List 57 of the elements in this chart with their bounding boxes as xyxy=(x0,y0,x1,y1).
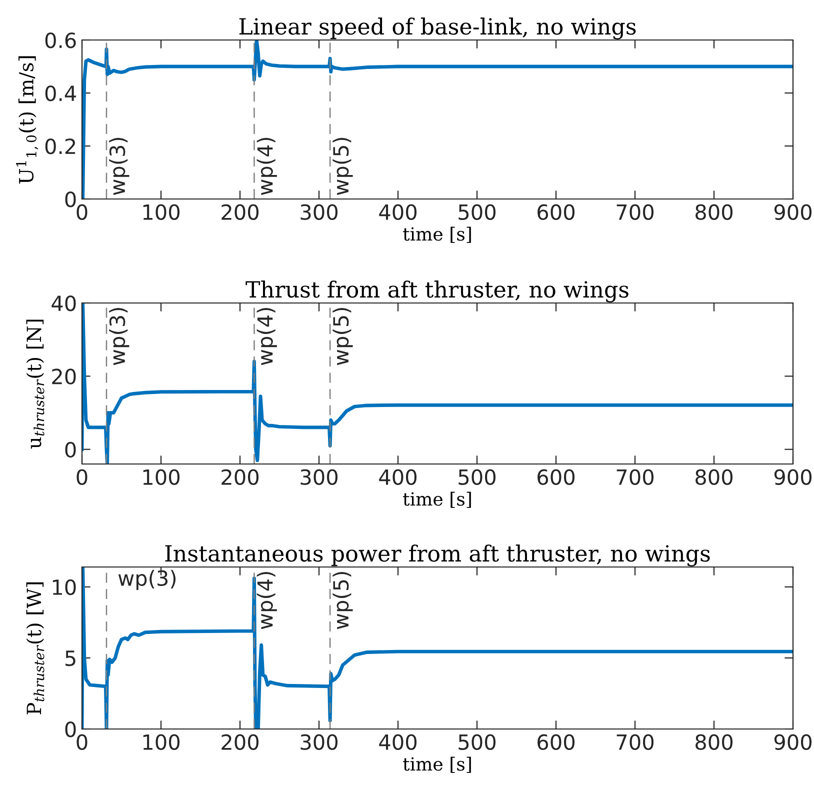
x-tick-label: 600 xyxy=(538,469,574,485)
y-tick-label: 0 xyxy=(65,721,76,738)
x-tick-label: 200 xyxy=(222,734,258,750)
x-tick-label: 600 xyxy=(538,734,574,750)
y-tick-label: 0.6 xyxy=(45,32,76,48)
x-tick-label: 700 xyxy=(616,469,654,485)
x-tick-label: 100 xyxy=(143,469,180,485)
x-tick-label: 300 xyxy=(300,204,338,220)
x-tick-label: 800 xyxy=(696,734,732,750)
x-axis-title: time [s] xyxy=(403,756,471,773)
y-axis-title: P$_{thruster}$(t) [W] xyxy=(26,582,44,714)
x-tick-label: 0 xyxy=(76,734,88,750)
ref-line-label: wp(5) xyxy=(332,138,353,195)
x-tick-label: 500 xyxy=(458,204,496,220)
y-axis-title: u$_{thruster}$(t) [N] xyxy=(26,320,44,449)
x-tick-label: 300 xyxy=(300,734,338,750)
x-tick-label: 0 xyxy=(76,469,88,485)
x-tick-label: 100 xyxy=(143,734,180,750)
chart-title: Instantaneous power from aft thruster, no wings xyxy=(165,544,710,566)
y-tick-label: 10 xyxy=(52,579,76,596)
chart-title: Linear speed of base-link, no wings xyxy=(239,18,636,40)
x-tick-label: 900 xyxy=(774,204,812,220)
y-tick-label: 20 xyxy=(52,368,76,384)
x-tick-label: 900 xyxy=(774,469,812,485)
chart-title: Thrust from aft thruster, no wings xyxy=(246,280,628,302)
y-tick-label: 0.4 xyxy=(45,85,76,102)
ref-line-label: wp(5) xyxy=(332,308,353,366)
x-tick-label: 700 xyxy=(616,734,654,750)
y-tick-label: 0 xyxy=(65,191,76,208)
ref-line-label: wp(4) xyxy=(256,308,277,366)
x-tick-label: 800 xyxy=(696,469,732,485)
ref-line-label: wp(4) xyxy=(256,138,277,195)
x-tick-label: 800 xyxy=(696,204,732,220)
y-tick-label: 40 xyxy=(52,295,76,312)
x-tick-label: 200 xyxy=(222,469,258,485)
x-tick-label: 400 xyxy=(379,469,416,485)
x-tick-label: 400 xyxy=(379,734,416,750)
x-tick-label: 400 xyxy=(379,204,416,220)
x-tick-label: 900 xyxy=(774,734,812,750)
y-tick-label: 0 xyxy=(65,442,76,458)
y-axis-title: U$^{1}$$_{1,0}$(t) [m/s] xyxy=(16,56,38,184)
x-tick-label: 500 xyxy=(458,734,496,750)
x-axis-title: time [s] xyxy=(403,492,471,508)
x-tick-label: 100 xyxy=(143,204,180,220)
ref-line-label: wp(3) xyxy=(109,138,130,195)
y-tick-label: 5 xyxy=(65,650,76,666)
x-axis-title: time [s] xyxy=(403,226,471,243)
x-tick-label: 700 xyxy=(616,204,654,220)
ref-line-label: wp(3) xyxy=(109,308,130,366)
x-tick-label: 0 xyxy=(76,204,88,220)
y-tick-label: 0.2 xyxy=(45,138,76,154)
line-series xyxy=(82,303,793,464)
line-series xyxy=(82,40,793,199)
x-tick-label: 600 xyxy=(538,204,574,220)
x-tick-label: 200 xyxy=(222,204,258,220)
x-tick-label: 300 xyxy=(300,469,338,485)
x-tick-label: 500 xyxy=(458,469,496,485)
